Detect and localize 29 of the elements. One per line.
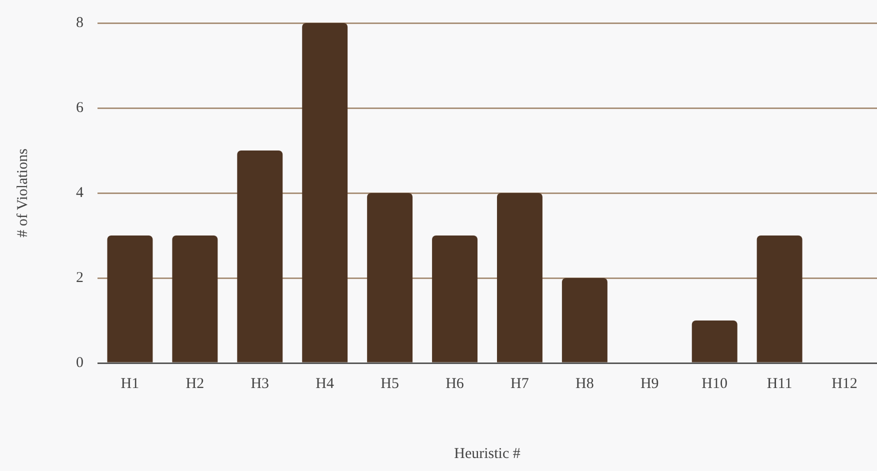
bar [692, 320, 738, 362]
x-tick-label: H9 [640, 376, 659, 392]
y-axis-title: # of Violations [14, 148, 31, 238]
bar [237, 150, 283, 362]
x-tick-label: H6 [446, 376, 464, 392]
x-tick-label: H3 [250, 376, 270, 392]
x-tick-label: H1 [120, 376, 140, 392]
x-tick-label: H12 [832, 376, 858, 392]
x-tick-label: H8 [576, 376, 594, 392]
bar [302, 23, 348, 362]
bar [367, 193, 413, 362]
x-tick-label: H10 [702, 376, 728, 392]
x-tick-label: H7 [510, 376, 530, 392]
y-tick-label: 4 [76, 184, 84, 201]
x-tick-label: H4 [316, 376, 335, 392]
bar [496, 193, 542, 362]
y-tick-label: 0 [76, 354, 84, 371]
y-tick-label: 2 [76, 270, 84, 286]
y-tick-label: 6 [76, 100, 84, 116]
bar [432, 236, 478, 362]
x-tick-label: H5 [380, 376, 399, 392]
bar [107, 236, 153, 362]
bar [562, 278, 608, 362]
x-tick-label: H11 [766, 376, 792, 392]
bar [172, 236, 218, 362]
x-axis-title: Heuristic # [454, 446, 521, 462]
bar [756, 236, 802, 362]
y-tick-label: 8 [76, 14, 84, 31]
x-tick-label: H2 [186, 376, 204, 392]
